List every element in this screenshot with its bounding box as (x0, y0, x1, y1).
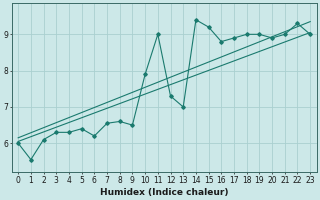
X-axis label: Humidex (Indice chaleur): Humidex (Indice chaleur) (100, 188, 228, 197)
